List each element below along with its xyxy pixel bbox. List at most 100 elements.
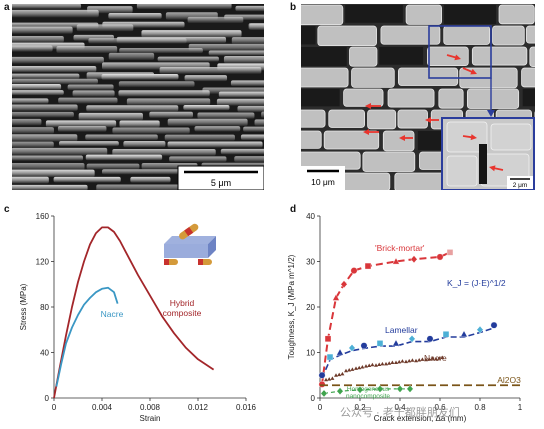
platelet — [12, 176, 49, 184]
platelet — [254, 119, 264, 126]
data-point-nacre — [430, 356, 435, 360]
data-point-lamellar — [426, 335, 434, 343]
platelet — [184, 75, 228, 82]
platelet — [12, 155, 84, 161]
crack-void — [522, 89, 535, 107]
platelet — [208, 50, 264, 56]
y-tick-label: 160 — [36, 212, 50, 221]
data-point-nacre — [350, 367, 355, 371]
crack-void — [417, 131, 449, 151]
platelet — [12, 104, 78, 111]
platelet — [12, 169, 95, 177]
red-arrow-head — [489, 165, 496, 172]
platelet — [230, 80, 264, 87]
panel-b-label: b — [290, 2, 297, 13]
red-arrow-head — [399, 135, 405, 141]
x-tick-label: 0.8 — [474, 403, 486, 412]
scalebar-a-label: 5 μm — [211, 178, 231, 188]
platelet — [86, 163, 140, 170]
inset-brick — [446, 155, 478, 187]
platelet — [12, 73, 80, 79]
x-tick-label: 0.2 — [354, 403, 366, 412]
ceramic-brick — [529, 46, 535, 68]
ceramic-brick — [405, 4, 443, 25]
ceramic-brick — [466, 88, 520, 109]
platelet — [12, 127, 54, 134]
ceramic-brick — [387, 88, 435, 108]
panel-a-label: a — [4, 2, 10, 13]
platelet — [220, 148, 264, 155]
data-point-nacre — [337, 372, 342, 377]
platelet — [12, 45, 53, 52]
y-tick-label: 80 — [40, 303, 49, 312]
platelet — [12, 56, 104, 64]
platelet — [249, 23, 264, 30]
platelet — [78, 112, 143, 121]
platelet — [58, 97, 118, 104]
data-point-nacre — [370, 362, 375, 367]
red-arrow-head — [470, 68, 477, 75]
data-point-nacre — [417, 358, 422, 362]
platelet — [12, 141, 54, 148]
platelet — [216, 98, 264, 106]
platelet — [12, 111, 74, 118]
platelet — [57, 125, 107, 132]
ceramic-brick — [349, 46, 378, 67]
crack-void — [443, 5, 497, 25]
series-label-hybrid-composite: Hybrid — [170, 298, 195, 308]
ceramic-brick — [471, 46, 528, 66]
platelet — [167, 118, 248, 126]
data-point-homogeneous — [376, 384, 384, 393]
data-point-homogeneous — [336, 387, 344, 396]
y-tick-label: 10 — [306, 349, 315, 358]
ceramic-brick — [351, 67, 395, 88]
ceramic-brick — [362, 151, 416, 172]
ceramic-brick — [382, 130, 415, 152]
platelet — [12, 90, 64, 96]
series-label-brick-mortar: 'Brick-mortar' — [375, 243, 425, 253]
red-arrow-head — [425, 117, 431, 123]
data-point-nacre — [357, 365, 362, 370]
data-point-lamellar — [318, 371, 326, 379]
platelet — [141, 30, 242, 38]
platelet — [164, 134, 235, 141]
watermark: 公众号 · 老千都胖朋友们 — [340, 407, 460, 419]
data-point-brick-mortar — [318, 380, 326, 388]
platelet — [237, 105, 264, 112]
data-point-nacre — [434, 356, 438, 361]
platelet — [123, 141, 166, 148]
platelet — [12, 78, 98, 85]
platelet — [119, 47, 203, 54]
platelet — [240, 134, 264, 141]
ceramic-brick — [367, 109, 397, 130]
platelet — [12, 118, 42, 126]
platelet — [130, 176, 171, 183]
data-point-nacre — [397, 359, 402, 364]
platelet — [231, 37, 264, 45]
y-tick-label: 40 — [306, 212, 315, 221]
platelet — [183, 104, 230, 111]
platelet — [243, 126, 264, 132]
x-axis-label: Strain — [140, 414, 161, 423]
data-point-homogeneous — [320, 389, 328, 398]
data-point-nacre — [437, 356, 442, 360]
platelet — [58, 141, 119, 147]
platelet — [194, 126, 241, 132]
data-point-nacre — [404, 359, 408, 364]
x-tick-label: 0.004 — [92, 403, 113, 412]
inset-region-box — [428, 25, 492, 79]
platelet — [235, 5, 264, 12]
y-axis-label: Stress (MPa) — [19, 283, 28, 330]
platelet — [12, 35, 64, 43]
platelet — [108, 52, 155, 61]
ceramic-brick — [317, 25, 377, 47]
chart-d-series — [318, 249, 520, 398]
platelet — [234, 156, 264, 163]
ceramic-brick — [301, 4, 344, 26]
platelet — [108, 13, 162, 20]
data-point-nacre — [384, 361, 388, 366]
inset-brick — [490, 123, 532, 151]
x-axis-label: Crack extension, Δa (mm) — [374, 414, 467, 423]
